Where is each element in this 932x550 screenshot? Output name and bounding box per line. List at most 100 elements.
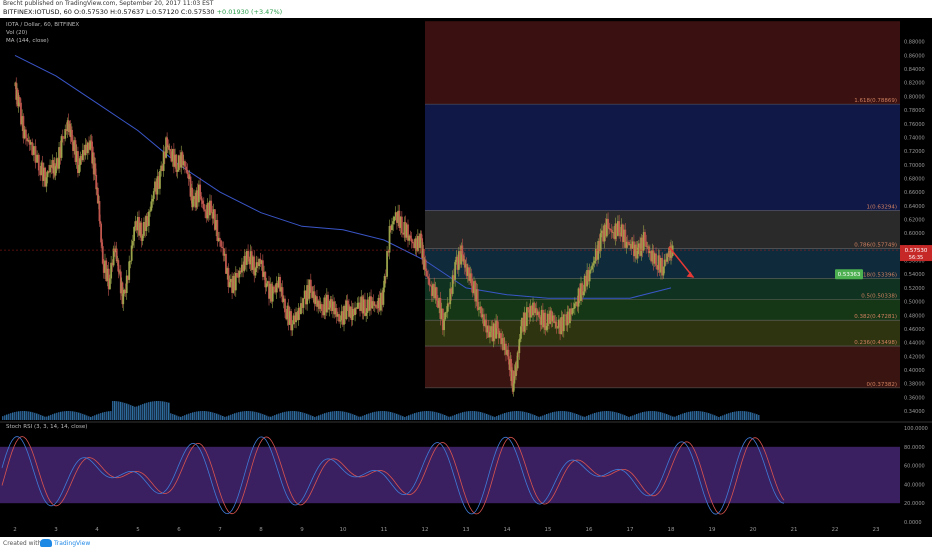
legend-vol[interactable]: Vol (20) [6,30,28,36]
volume-bar [606,411,608,420]
candle-body [341,311,344,325]
volume-bar [350,413,352,420]
candle-body [386,250,388,277]
volume-bar [22,411,24,420]
x-tick-label: 9 [300,527,304,533]
symbol[interactable]: BITFINEX:IOTUSD, 60 [3,8,72,16]
volume-bar [40,414,42,420]
candle-body [74,140,77,163]
candle-body [427,276,429,279]
candle-body [591,265,593,270]
volume-bar [706,412,708,420]
volume-bar [468,411,470,420]
price-tick-label: 0.88000 [904,40,925,46]
candle-body [498,333,501,339]
volume-bar [52,414,54,420]
candle-body [577,288,580,307]
candle-body [238,270,241,278]
volume-bar [526,412,528,420]
candle-body [634,244,637,257]
candle-body [520,326,522,339]
candle-body [381,292,384,305]
candle-body [281,287,284,302]
candle-body [451,275,454,294]
candle-body [179,155,181,168]
volume-bar [600,411,602,420]
volume-bar [756,414,758,420]
volume-bar [426,411,428,420]
volume-bar [8,413,10,420]
candle-body [139,222,142,236]
candle-body [186,170,189,175]
fib-zone [425,21,900,105]
candle-body [628,242,630,246]
tradingview-brand[interactable]: TradingView [54,540,91,547]
candle-body [518,339,521,354]
candle-body [290,311,293,331]
legend-title[interactable]: IOTA / Dollar, 60, BITFINEX [6,22,80,28]
price-tick-label: 0.70000 [904,163,925,169]
candle-body [77,151,79,173]
candle-body [195,190,198,208]
x-tick-label: 7 [218,527,222,533]
volume-bar [252,411,254,420]
candle-body [216,220,219,241]
candle-body [44,167,47,187]
volume-bar [484,413,486,420]
volume-bar [580,415,582,420]
candle-body [384,276,387,277]
candle-body [560,317,563,335]
candle-body [243,255,246,271]
candle-body [604,224,607,237]
candle-body [592,263,595,266]
candle-body [141,235,144,241]
candle-body [615,223,618,236]
volume-bar [432,411,434,420]
candle-body [511,369,514,392]
volume-bar [582,416,584,420]
candle-body [207,203,210,216]
volume-bar [192,412,194,420]
candle-body [479,306,482,309]
candle-body [172,149,175,167]
chart-canvas[interactable]: 1.618(0.78869) 1(0.63294) 0.786(0.57749) 0.… [0,18,932,537]
candle-body [613,232,616,239]
stoch-rsi-label[interactable]: Stoch RSI (3, 3, 14, 14, close) [6,424,88,430]
candle-body [81,149,84,161]
candle-body [513,371,516,384]
candle-body [428,278,431,286]
candle-body [646,246,649,248]
legend-ma[interactable]: MA (144, close) [6,38,49,44]
volume-bar [442,414,444,420]
rsi-band [0,446,900,504]
volume-bar [106,411,108,420]
candle-body [311,286,313,298]
volume-bar [434,411,436,420]
volume-bar [404,416,406,420]
candle-body [624,229,627,248]
volume-bar [308,414,310,420]
candle-body [86,142,89,154]
volume-bar [650,411,652,420]
candle-body [242,264,245,271]
candle-body [46,171,49,178]
candle-body [104,260,106,273]
volume-bar [66,411,68,420]
volume-bar [654,411,656,420]
candle-body [121,282,124,305]
candle-body [571,308,574,315]
volume-bar [664,413,666,420]
candle-body [145,216,148,231]
volume-bar [332,411,334,420]
fib-zone [425,346,900,388]
candle-body [555,321,558,328]
candle-body [63,137,65,139]
volume-bar [158,401,160,420]
candle-body [573,303,576,309]
volume-bar [450,416,452,420]
volume-bar [416,412,418,420]
candle-body [220,240,222,247]
candle-body [210,200,213,213]
candle-body [473,281,475,294]
volume-bar [2,416,4,420]
